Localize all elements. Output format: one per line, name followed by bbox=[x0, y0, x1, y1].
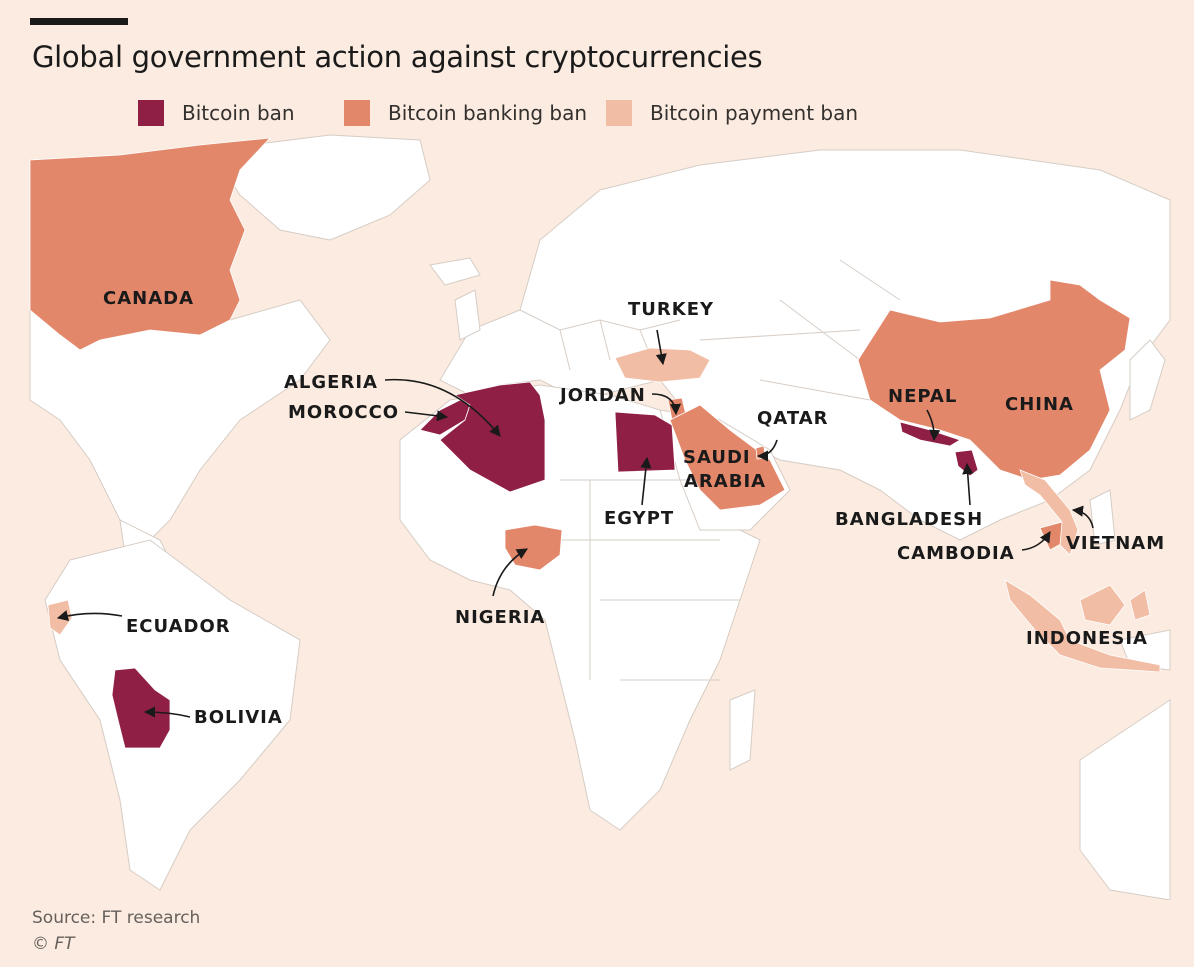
legend-label-bitcoin-ban: Bitcoin ban bbox=[182, 101, 295, 125]
legend-label-bitcoin-banking-ban: Bitcoin banking ban bbox=[388, 101, 588, 125]
label-saudi-arabia-line1: SAUDI bbox=[683, 447, 751, 468]
legend-swatch-bitcoin-banking-ban bbox=[344, 100, 370, 126]
country-china bbox=[857, 279, 1131, 481]
label-egypt: EGYPT bbox=[604, 508, 674, 529]
arrow-nepal bbox=[926, 409, 941, 442]
label-jordan: JORDAN bbox=[558, 385, 646, 406]
uk bbox=[454, 289, 481, 341]
arrow-morocco bbox=[404, 410, 449, 422]
label-cambodia: CAMBODIA bbox=[897, 543, 1015, 564]
madagascar bbox=[729, 689, 756, 771]
border-lines-europe bbox=[519, 309, 681, 371]
arrow-nigeria bbox=[492, 548, 528, 597]
country-indonesia bbox=[1004, 579, 1161, 673]
arrow-bangladesh bbox=[962, 462, 974, 506]
legend-swatch-bitcoin-ban bbox=[138, 100, 164, 126]
map-title: Global government action against cryptoc… bbox=[32, 40, 763, 74]
arrow-ecuador bbox=[56, 610, 123, 621]
country-canada bbox=[29, 137, 272, 351]
arrow-egypt bbox=[640, 456, 652, 506]
country-algeria bbox=[439, 381, 546, 493]
country-qatar bbox=[755, 445, 766, 460]
country-labels: CANADA ALGERIA MOROCCO TURKEY JORDAN QAT… bbox=[103, 288, 1165, 728]
label-qatar: QATAR bbox=[757, 408, 829, 429]
label-turkey: TURKEY bbox=[628, 299, 714, 320]
legend-swatch-bitcoin-payment-ban bbox=[606, 100, 632, 126]
arrow-bolivia bbox=[143, 706, 191, 718]
north-america-south bbox=[29, 299, 331, 541]
copyright-note: © FT bbox=[32, 934, 75, 954]
world-map: CANADA ALGERIA MOROCCO TURKEY JORDAN QAT… bbox=[29, 134, 1171, 900]
label-indonesia: INDONESIA bbox=[1026, 628, 1148, 649]
greenland bbox=[209, 134, 431, 241]
label-canada: CANADA bbox=[103, 288, 194, 309]
country-egypt bbox=[614, 411, 676, 473]
arrow-vietnam bbox=[1071, 505, 1094, 529]
arrow-qatar bbox=[756, 439, 778, 462]
country-bolivia bbox=[111, 667, 171, 749]
accent-bar bbox=[30, 18, 128, 25]
arrow-algeria bbox=[384, 378, 501, 437]
label-algeria: ALGERIA bbox=[284, 372, 378, 393]
australia bbox=[1079, 699, 1171, 900]
label-saudi-arabia-line2: ARABIA bbox=[684, 471, 766, 492]
legend-label-bitcoin-payment-ban: Bitcoin payment ban bbox=[650, 101, 859, 125]
africa bbox=[399, 384, 761, 831]
border-lines-africa bbox=[560, 479, 740, 681]
iceland bbox=[429, 257, 481, 286]
source-note: Source: FT research bbox=[32, 908, 201, 928]
label-bolivia: BOLIVIA bbox=[194, 707, 283, 728]
arrow-jordan bbox=[651, 393, 682, 416]
label-nigeria: NIGERIA bbox=[455, 607, 545, 628]
japan bbox=[1129, 339, 1166, 421]
label-morocco: MOROCCO bbox=[288, 402, 399, 423]
south-america bbox=[44, 539, 301, 891]
label-nepal: NEPAL bbox=[888, 386, 957, 407]
label-arrows bbox=[56, 329, 1094, 718]
country-vietnam bbox=[1019, 469, 1079, 556]
philippines bbox=[1089, 489, 1116, 546]
border-lines-asia bbox=[699, 259, 901, 401]
arrow-turkey bbox=[655, 329, 667, 366]
arrow-cambodia bbox=[1021, 531, 1051, 551]
label-ecuador: ECUADOR bbox=[126, 616, 231, 637]
label-vietnam: VIETNAM bbox=[1066, 533, 1165, 554]
highlighted-countries bbox=[29, 137, 1161, 749]
country-saudi-arabia bbox=[669, 404, 786, 511]
label-china: CHINA bbox=[1005, 394, 1074, 415]
label-bangladesh: BANGLADESH bbox=[835, 509, 983, 530]
